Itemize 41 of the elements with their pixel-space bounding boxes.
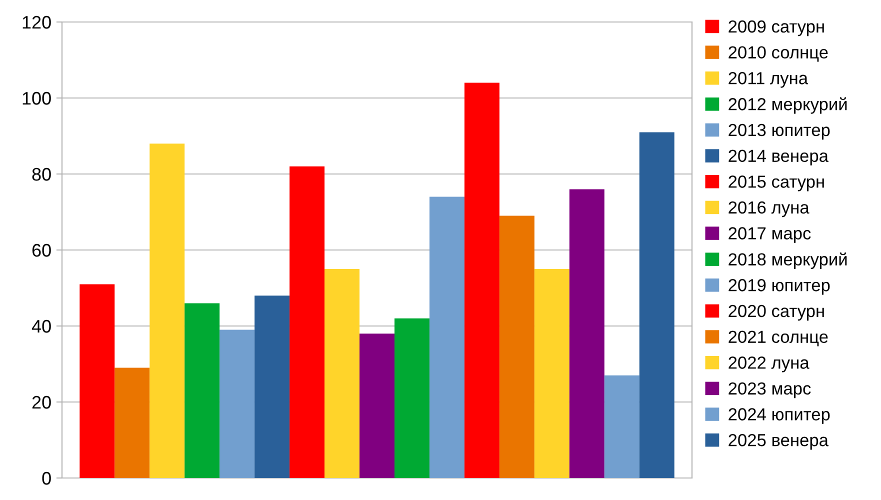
legend-label: 2011 луна xyxy=(728,72,808,88)
legend-label: 2021 солнце xyxy=(728,330,828,346)
legend-label: 2020 сатурн xyxy=(728,304,824,321)
legend-label: 2022 луна xyxy=(728,356,810,372)
legend-label: 2016 луна xyxy=(728,201,810,218)
bar xyxy=(569,189,604,478)
bar xyxy=(324,269,360,478)
legend-label: 2014 венера xyxy=(728,150,828,166)
legend-label: 2023 марс xyxy=(728,382,811,398)
bar xyxy=(184,303,220,478)
y-tick-label: 40 xyxy=(32,320,51,333)
legend-label: 2017 марс xyxy=(728,227,811,243)
legend-label: 2009 сатурн xyxy=(728,20,824,36)
bar xyxy=(290,166,325,478)
legend-label: 2010 солнце xyxy=(728,46,828,62)
y-tick-label: 20 xyxy=(32,396,51,409)
bar xyxy=(464,82,500,478)
bar xyxy=(499,216,534,478)
legend-label: 2025 венера xyxy=(728,434,828,450)
y-tick-label: 60 xyxy=(32,244,51,257)
bar xyxy=(394,318,430,478)
bar xyxy=(360,334,394,478)
legend-label: 2024 юпитер xyxy=(728,408,830,424)
y-tick-label: 80 xyxy=(32,168,51,181)
legend-label: 2012 меркурий xyxy=(728,97,847,114)
y-tick-label: 120 xyxy=(22,16,51,29)
y-tick-label: 100 xyxy=(22,92,51,105)
legend-label: 2018 меркурий xyxy=(728,252,847,269)
bar xyxy=(220,330,255,478)
bar xyxy=(534,269,570,478)
bar xyxy=(604,375,640,478)
legend-label: 2019 юпитер xyxy=(728,279,830,295)
bar xyxy=(150,144,185,478)
y-tick-label: 0 xyxy=(42,472,51,485)
bar xyxy=(639,132,674,478)
bar xyxy=(114,368,150,478)
bar xyxy=(254,296,290,478)
legend-label: 2013 юпитер xyxy=(728,124,830,140)
legend-label: 2015 сатурн xyxy=(728,176,824,192)
bar xyxy=(80,284,115,478)
bar xyxy=(429,196,464,478)
